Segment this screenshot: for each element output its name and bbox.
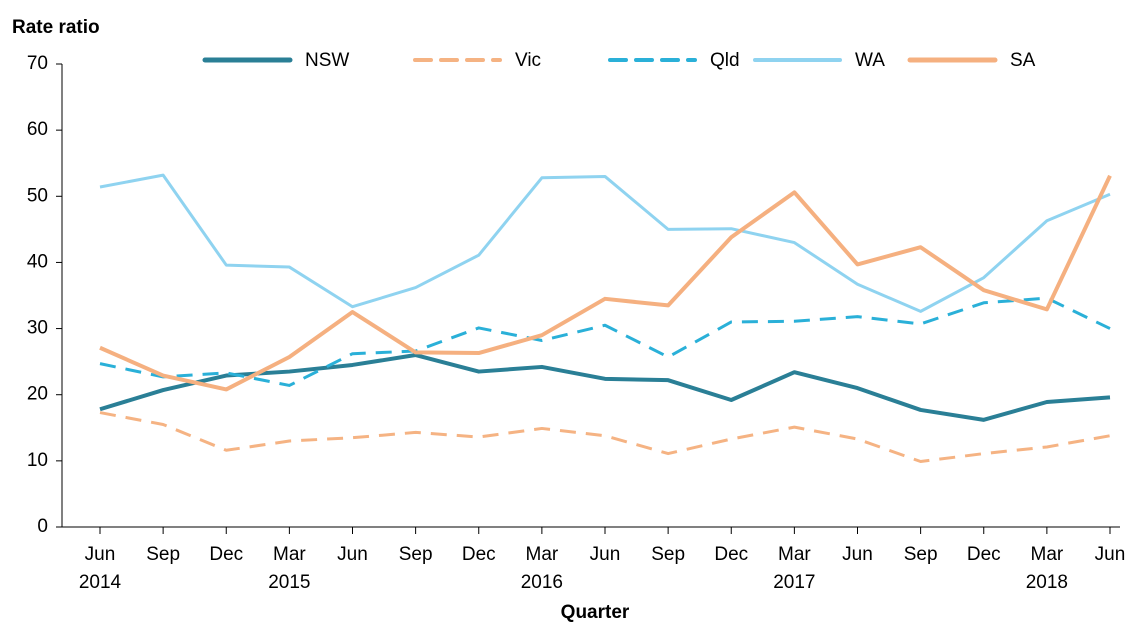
x-tick-label: Sep	[904, 544, 938, 565]
x-axis-label: Quarter	[561, 602, 630, 623]
y-tick-label: 40	[27, 251, 48, 272]
y-tick-label: 30	[27, 318, 48, 339]
x-tick-label: Mar 2018	[1026, 544, 1068, 593]
series-line	[99, 296, 1111, 387]
y-tick-label: 20	[27, 384, 48, 405]
legend-label: WA	[855, 50, 885, 71]
series-line	[99, 174, 1112, 392]
x-tick-label: Dec	[967, 544, 1001, 565]
x-tick-label: Jun	[590, 544, 621, 565]
y-tick-label: 50	[27, 185, 48, 206]
x-tick-label: Jun	[337, 544, 368, 565]
x-tick-label: Sep	[399, 544, 433, 565]
chart-title: Rate ratio	[12, 17, 100, 38]
legend-label: SA	[1010, 50, 1036, 71]
y-tick-label: 10	[27, 450, 48, 471]
x-tick-label: Sep	[651, 544, 685, 565]
series-line	[99, 411, 1111, 464]
x-tick-label: Mar 2017	[773, 544, 815, 593]
x-tick-label: Jun	[842, 544, 873, 565]
series-line	[99, 173, 1111, 313]
y-tick-label: 60	[27, 119, 48, 140]
series-line	[99, 353, 1111, 422]
x-tick-label: Sep	[146, 544, 180, 565]
legend-label: Vic	[515, 50, 541, 71]
legend-label: NSW	[305, 50, 349, 71]
x-tick-label: Mar 2015	[268, 544, 310, 593]
x-tick-label: Jun	[1095, 544, 1126, 565]
x-tick-label: Mar 2016	[521, 544, 563, 593]
x-tick-label: Dec	[209, 544, 243, 565]
y-tick-label: 70	[27, 53, 48, 74]
x-tick-label: Dec	[714, 544, 748, 565]
x-tick-label: Jun 2014	[79, 544, 122, 593]
y-tick-label: 0	[37, 516, 48, 537]
x-tick-label: Dec	[462, 544, 496, 565]
legend-label: Qld	[710, 50, 740, 71]
